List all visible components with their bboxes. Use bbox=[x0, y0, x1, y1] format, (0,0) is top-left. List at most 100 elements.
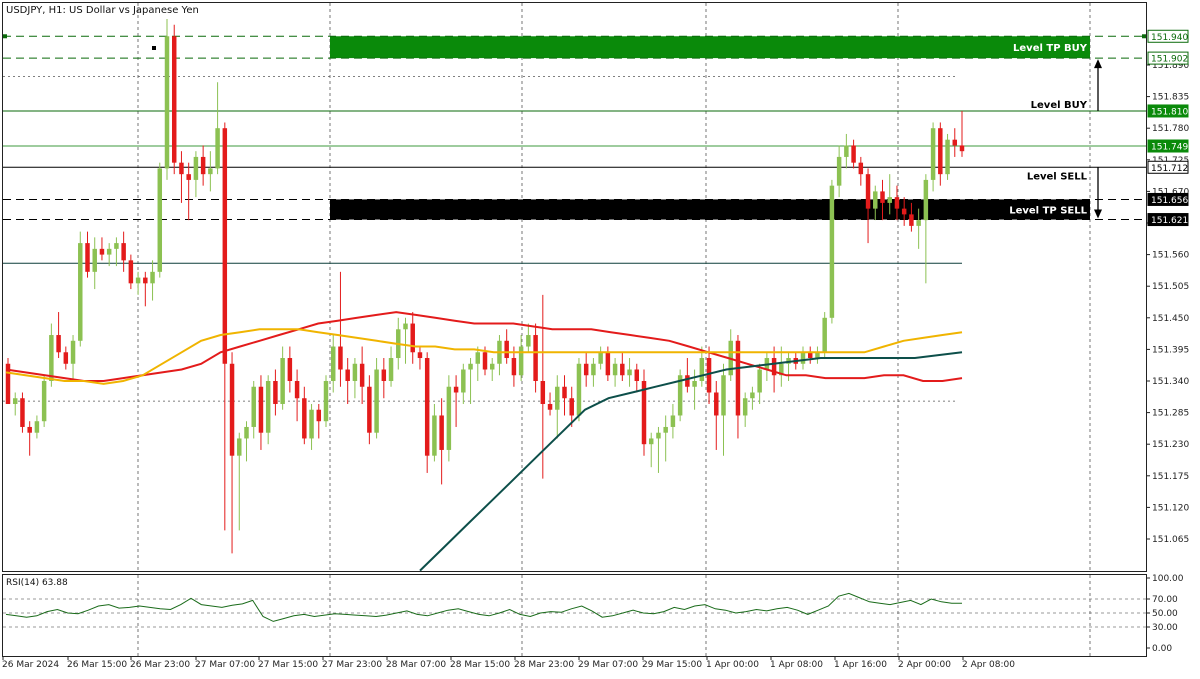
arrow-up-icon bbox=[1094, 59, 1102, 69]
candle-body bbox=[511, 358, 517, 376]
x-tick-label: 29 Mar 15:00 bbox=[642, 660, 702, 670]
candle-body bbox=[215, 128, 220, 169]
candle-body bbox=[547, 403, 553, 410]
candle-body bbox=[916, 220, 921, 226]
candle-body bbox=[49, 335, 54, 381]
rsi-line bbox=[5, 592, 963, 622]
candle-body bbox=[114, 243, 119, 249]
candle-body bbox=[453, 386, 459, 393]
price-label-text: 151.902 bbox=[1151, 55, 1188, 65]
candle-body bbox=[844, 145, 849, 157]
candle-body bbox=[576, 363, 582, 416]
x-tick-label: 27 Mar 15:00 bbox=[258, 660, 318, 670]
line-handle bbox=[1142, 34, 1146, 39]
candle-body bbox=[381, 369, 387, 381]
candle-body bbox=[721, 375, 726, 416]
candle-body bbox=[374, 369, 379, 433]
candle-body bbox=[880, 191, 885, 203]
candle-body bbox=[714, 392, 719, 416]
candle-body bbox=[482, 352, 488, 370]
price-label-box bbox=[1147, 160, 1189, 174]
x-tick-label: 26 Mar 23:00 bbox=[130, 660, 190, 670]
candle-body bbox=[750, 392, 755, 399]
candle-body bbox=[641, 381, 647, 445]
candle-body bbox=[771, 358, 777, 376]
candles bbox=[5, 19, 965, 554]
candle-body bbox=[851, 145, 856, 163]
marker-square bbox=[152, 46, 156, 50]
candle-body bbox=[663, 426, 668, 433]
candle-body bbox=[620, 363, 625, 376]
candle-body bbox=[829, 185, 835, 318]
x-tick-label: 26 Mar 15:00 bbox=[67, 660, 127, 670]
label-level-tp-sell: Level TP SELL bbox=[1009, 205, 1087, 216]
line-handle bbox=[3, 34, 7, 39]
candle-body bbox=[294, 381, 300, 399]
x-tick-label: 28 Mar 07:00 bbox=[386, 660, 446, 670]
candle-body bbox=[251, 386, 256, 427]
candle-body bbox=[699, 358, 705, 381]
candle-body bbox=[446, 386, 452, 450]
rsi-tick-label: 50.00 bbox=[1152, 609, 1178, 619]
label-level-sell: Level SELL bbox=[1027, 171, 1088, 182]
rsi-tick-label: 0.00 bbox=[1152, 644, 1172, 654]
y-tick-label: 151.230 bbox=[1152, 440, 1189, 450]
candle-body bbox=[338, 346, 343, 370]
candle-body bbox=[865, 174, 871, 209]
candle-body bbox=[858, 162, 864, 175]
candle-body bbox=[258, 386, 264, 433]
candle-body bbox=[526, 335, 531, 347]
candle-body bbox=[85, 243, 90, 272]
y-tick-label: 151.560 bbox=[1152, 251, 1189, 261]
price-label-text: 151.940 bbox=[1151, 33, 1188, 43]
candle-body bbox=[656, 432, 661, 439]
candle-body bbox=[909, 214, 914, 226]
candle-body bbox=[150, 271, 155, 284]
candle-body bbox=[923, 179, 929, 221]
candle-body bbox=[901, 208, 907, 215]
price-label-box bbox=[1147, 29, 1189, 43]
y-tick-label: 151.780 bbox=[1152, 124, 1189, 134]
price-axis: 151.890151.835151.780151.725151.670151.6… bbox=[1146, 29, 1189, 545]
candle-body bbox=[735, 340, 741, 416]
candle-body bbox=[945, 139, 950, 175]
candle-body bbox=[179, 162, 184, 175]
y-tick-label: 151.670 bbox=[1152, 187, 1189, 197]
candle-body bbox=[873, 191, 878, 209]
price-label-box bbox=[1147, 192, 1189, 206]
candle-body bbox=[598, 352, 603, 364]
x-tick-label: 1 Apr 00:00 bbox=[706, 660, 759, 670]
ma-mid-line bbox=[5, 328, 963, 385]
x-tick-label: 1 Apr 08:00 bbox=[770, 660, 823, 670]
candle-body bbox=[34, 421, 40, 433]
candle-body bbox=[186, 174, 191, 180]
candle-body bbox=[135, 277, 141, 284]
candle-body bbox=[78, 243, 83, 341]
price-label-text: 151.749 bbox=[1151, 143, 1188, 153]
candle-body bbox=[540, 381, 546, 404]
x-tick-label: 26 Mar 2024 bbox=[2, 660, 59, 670]
rsi-panel: 100.00 70.00 50.00 30.00 0.00 bbox=[3, 574, 1184, 654]
y-tick-label: 151.065 bbox=[1152, 535, 1189, 545]
candle-body bbox=[56, 335, 61, 353]
label-level-tp-buy: Level TP BUY bbox=[1013, 43, 1088, 54]
x-tick-label: 27 Mar 07:00 bbox=[195, 660, 255, 670]
candle-body bbox=[757, 369, 762, 393]
candle-body bbox=[822, 317, 827, 353]
candle-body bbox=[807, 352, 813, 359]
candle-body bbox=[287, 358, 293, 381]
y-tick-label: 151.450 bbox=[1152, 314, 1189, 324]
rsi-tick-label: 30.00 bbox=[1152, 623, 1178, 633]
x-tick-label: 29 Mar 07:00 bbox=[578, 660, 638, 670]
level-labels: Level TP BUY Level BUY Level SELL Level TP … bbox=[1009, 43, 1102, 219]
rsi-tick-label: 100.00 bbox=[1152, 574, 1184, 584]
y-tick-label: 151.835 bbox=[1152, 93, 1189, 103]
candle-body bbox=[128, 260, 134, 284]
candle-body bbox=[208, 168, 213, 175]
candle-body bbox=[70, 340, 76, 364]
candle-body bbox=[938, 128, 943, 175]
x-tick-label: 2 Apr 00:00 bbox=[898, 660, 951, 670]
ma-slow-line bbox=[419, 351, 963, 572]
candle-body bbox=[692, 381, 697, 387]
